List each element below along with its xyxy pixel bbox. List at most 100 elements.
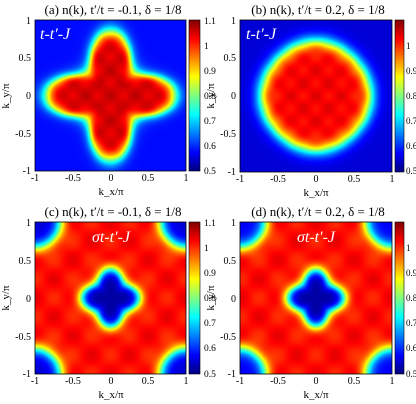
panel-c-x-ticks: -1 -0.5 0 0.5 1 <box>31 376 189 387</box>
panel-d-colorbar-tick: 0.8 <box>406 293 416 303</box>
panel-a-x-ticks: -1 -0.5 0 0.5 1 <box>31 173 189 184</box>
panel-a-frame <box>34 19 187 172</box>
panel-c-colorbar-tick: 0.6 <box>204 344 216 354</box>
panel-d-colorbar <box>394 221 405 375</box>
panel-d-x-tick-label: 1 <box>390 376 395 387</box>
panel-b-colorbar <box>394 19 405 173</box>
panel-d-y-tick-label: 1 <box>231 218 236 229</box>
panel-b-colorbar-tick: 0.7 <box>406 116 416 126</box>
panel-a-colorbar-tick: 0.6 <box>204 142 216 152</box>
panel-b-x-axis-label: k_x/π <box>303 187 329 199</box>
panel-b: (b) n(k), t′/t = 0.2, δ = 1/8 t-t′-J -1 … <box>205 2 416 199</box>
panel-d-colorbar-tick: 0.7 <box>406 318 416 328</box>
panel-c-colorbar-ticks: 1.1 1 0.9 0.8 0.7 0.6 0.5 <box>204 219 216 380</box>
panel-b-x-tick-label: 0.5 <box>348 174 361 185</box>
panel-a-colorbar-tick: 0.5 <box>204 167 216 177</box>
panel-d-x-axis-label: k_x/π <box>303 389 329 401</box>
panel-a-y-axis-label: k_y/π <box>0 83 12 109</box>
panel-c-x-axis-label: k_x/π <box>98 389 124 401</box>
panel-a-colorbar-tick: 0.8 <box>204 92 216 102</box>
panel-a-heatmap <box>35 20 186 171</box>
panel-d-colorbar-tick: 0.5 <box>406 369 416 379</box>
panel-d-y-axis-label: k_y/π <box>205 285 217 311</box>
panel-c-heatmap <box>35 222 186 374</box>
panel-c-y-axis-label: k_y/π <box>0 285 12 311</box>
panel-b-colorbar-tick: 0.6 <box>406 141 416 151</box>
panel-d-x-tick-label: 0 <box>314 376 319 387</box>
panel-d-y-tick-label: -0.5 <box>220 332 236 343</box>
panel-b-colorbar-tick: 1 <box>406 41 411 51</box>
panel-b-x-ticks: -1 -0.5 0 0.5 1 <box>236 174 395 185</box>
panel-b-frame <box>239 19 393 173</box>
panel-a-model-label: t-t′-J <box>40 26 71 43</box>
panel-d-y-tick-label: 0 <box>231 294 236 305</box>
panel-d-x-tick-label: 0.5 <box>348 376 361 387</box>
panel-a: (a) n(k), t′/t = -0.1, δ = 1/8 t-t′-J -1… <box>0 2 216 198</box>
panel-c-title: (c) n(k), t′/t = -0.1, δ = 1/8 <box>45 204 182 219</box>
panel-d-x-ticks: -1 -0.5 0 0.5 1 <box>236 376 395 387</box>
panel-b-model-label: t-t′-J <box>246 26 277 43</box>
panel-b-title: (b) n(k), t′/t = 0.2, δ = 1/8 <box>251 2 384 17</box>
panel-c-colorbar-tick: 0.9 <box>204 269 216 279</box>
panel-d-title: (d) n(k), t′/t = 0.2, δ = 1/8 <box>251 204 384 219</box>
panel-c-y-tick-label: 1 <box>26 218 31 229</box>
panel-b-y-tick-label: -0.5 <box>220 129 236 140</box>
panel-d-colorbar-tick: 1 <box>406 243 411 253</box>
panel-b-x-tick-label: 0 <box>314 174 319 185</box>
panel-c-y-tick-label: 0 <box>26 294 31 305</box>
panel-d-heatmap <box>240 222 392 374</box>
panel-b-y-tick-label: 0 <box>231 91 236 102</box>
panel-a-colorbar-tick: 1.1 <box>204 17 216 27</box>
panel-c-y-ticks: 1 0.5 0 -0.5 -1 <box>15 218 31 380</box>
panel-c-frame <box>34 221 187 375</box>
panel-a-y-tick-label: 0.5 <box>19 53 32 64</box>
panel-c-colorbar-tick: 0.5 <box>204 370 216 380</box>
panel-b-colorbar-tick: 0.5 <box>406 166 416 176</box>
panel-d: (d) n(k), t′/t = 0.2, δ = 1/8 σt-t′-J -1… <box>205 204 416 401</box>
panel-a-y-tick-label: -0.5 <box>15 129 31 140</box>
panel-a-x-tick-label: 0 <box>109 173 114 184</box>
panel-c-colorbar-tick: 0.8 <box>204 294 216 304</box>
panel-d-frame <box>239 221 393 375</box>
panel-d-x-tick-label: -0.5 <box>270 376 286 387</box>
panel-d-colorbar-tick: 0.9 <box>406 268 416 278</box>
panel-b-colorbar-ticks: 1 0.9 0.8 0.7 0.6 0.5 <box>406 41 416 176</box>
panel-b-y-tick-label: -1 <box>228 167 236 178</box>
panel-a-x-tick-label: 1 <box>184 173 189 184</box>
panel-a-x-tick-label: -1 <box>31 173 39 184</box>
panel-b-colorbar-tick: 0.9 <box>406 66 416 76</box>
panel-c-x-tick-label: -1 <box>31 376 39 387</box>
panel-a-colorbar-tick: 0.7 <box>204 117 216 127</box>
panel-a-colorbar-tick: 0.9 <box>204 67 216 77</box>
panel-b-x-tick-label: 1 <box>390 174 395 185</box>
panel-c: (c) n(k), t′/t = -0.1, δ = 1/8 σt-t′-J -… <box>0 204 216 401</box>
panel-c-y-tick-label: -1 <box>23 369 31 380</box>
panel-d-x-tick-label: -1 <box>236 376 244 387</box>
panel-d-y-tick-label: 0.5 <box>224 256 237 267</box>
panel-a-colorbar-tick: 1 <box>204 42 209 52</box>
panel-c-x-tick-label: 0 <box>109 376 114 387</box>
panel-a-x-axis-label: k_x/π <box>98 186 124 198</box>
panel-a-y-tick-label: 0 <box>26 91 31 102</box>
panel-a-y-tick-label: 1 <box>26 16 31 27</box>
panel-d-colorbar-ticks: 1 0.9 0.8 0.7 0.6 0.5 <box>406 243 416 379</box>
panel-d-y-ticks: 1 0.5 0 -0.5 -1 <box>220 218 236 380</box>
panel-c-y-tick-label: 0.5 <box>19 256 32 267</box>
panel-b-x-tick-label: -0.5 <box>270 174 286 185</box>
panel-b-x-tick-label: -1 <box>236 174 244 185</box>
panel-a-colorbar-ticks: 1.1 1 0.9 0.8 0.7 0.6 0.5 <box>204 17 216 177</box>
panel-c-colorbar-tick: 0.7 <box>204 319 216 329</box>
panel-b-colorbar-tick: 0.8 <box>406 91 416 101</box>
panel-d-colorbar-tick: 0.6 <box>406 343 416 353</box>
panel-a-x-tick-label: -0.5 <box>65 173 81 184</box>
panel-d-y-tick-label: -1 <box>228 369 236 380</box>
panel-b-y-ticks: 1 0.5 0 -0.5 -1 <box>220 16 236 178</box>
panel-a-y-tick-label: -1 <box>23 166 31 177</box>
panel-a-title: (a) n(k), t′/t = -0.1, δ = 1/8 <box>45 2 182 17</box>
panel-c-x-tick-label: 1 <box>184 376 189 387</box>
panel-b-heatmap <box>240 20 392 172</box>
panel-c-x-tick-label: -0.5 <box>65 376 81 387</box>
panel-d-model-label: σt-t′-J <box>297 229 336 246</box>
panel-a-colorbar <box>188 19 201 172</box>
